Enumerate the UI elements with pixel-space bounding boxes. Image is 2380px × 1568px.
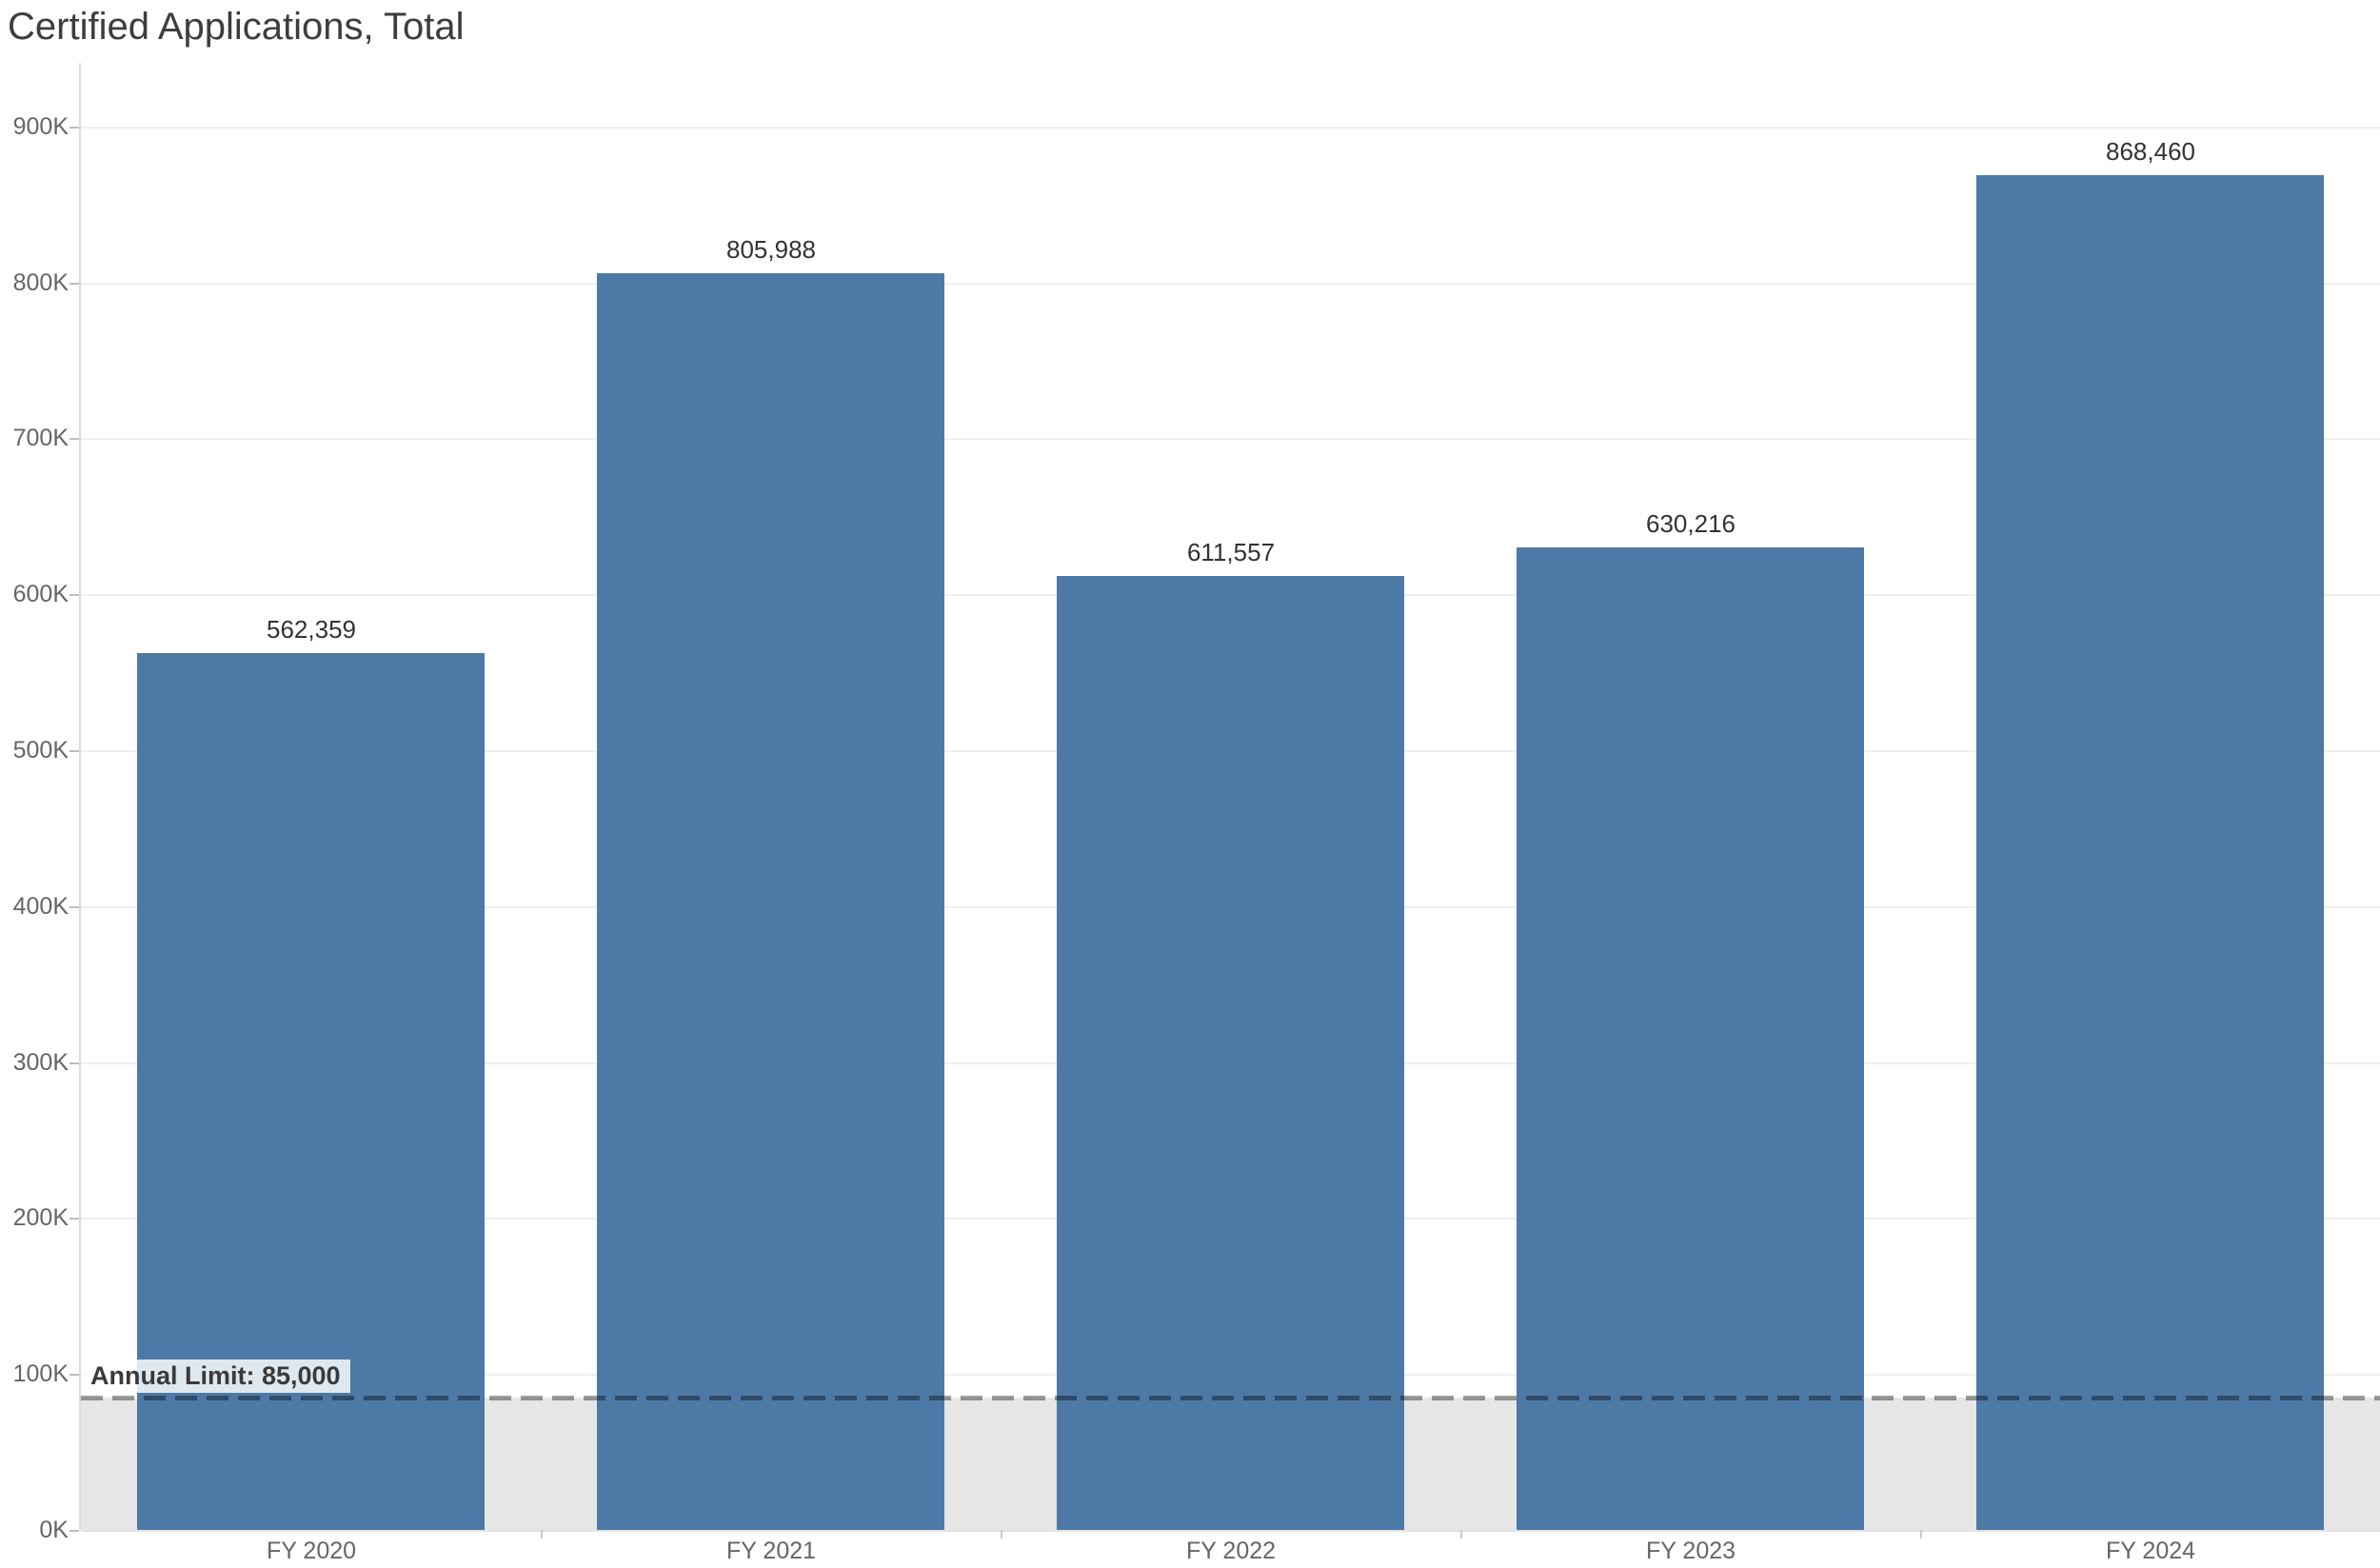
bar-fy-2024[interactable] — [1976, 175, 2324, 1530]
y-axis-tick-300k — [69, 1062, 79, 1064]
bar-fy-2023[interactable] — [1517, 547, 1864, 1530]
x-axis-line — [81, 1530, 2380, 1532]
x-axis-tick — [541, 1530, 543, 1538]
x-axis-label-fy-2022: FY 2022 — [1185, 1538, 1277, 1564]
y-axis-tick-200k — [69, 1218, 79, 1220]
y-axis-label-0k: 0K — [39, 1517, 69, 1543]
annual-limit-reference-line — [81, 1396, 2380, 1400]
chart-title: Certified Applications, Total — [8, 6, 465, 48]
y-axis-tick-600k — [69, 594, 79, 596]
y-axis-tick-900k — [69, 127, 79, 129]
bar-value-label-fy-2023: 630,216 — [1646, 509, 1735, 538]
x-axis-label-fy-2024: FY 2024 — [2105, 1538, 2196, 1564]
gridline-700k — [81, 438, 2380, 440]
bar-value-label-fy-2020: 562,359 — [267, 615, 356, 644]
x-axis-label-fy-2020: FY 2020 — [266, 1538, 357, 1564]
bar-value-label-fy-2024: 868,460 — [2106, 137, 2195, 166]
x-axis-tick — [1460, 1530, 1462, 1538]
y-axis-label-700k: 700K — [12, 425, 69, 451]
y-axis-line — [79, 63, 81, 1530]
gridline-800k — [81, 283, 2380, 285]
annual-limit-label: Annual Limit: 85,000 — [83, 1360, 350, 1393]
x-axis-label-fy-2021: FY 2021 — [725, 1538, 817, 1564]
y-axis-label-600k: 600K — [12, 581, 69, 607]
bar-fy-2021[interactable] — [597, 273, 944, 1530]
y-axis-label-200k: 200K — [12, 1204, 69, 1231]
y-axis-tick-400k — [69, 906, 79, 908]
bar-value-label-fy-2021: 805,988 — [726, 235, 816, 264]
x-axis-tick — [1920, 1530, 1922, 1538]
y-axis-label-400k: 400K — [12, 893, 69, 920]
y-axis-tick-100k — [69, 1374, 79, 1376]
bar-fy-2022[interactable] — [1057, 576, 1404, 1530]
x-axis-tick — [1001, 1530, 1002, 1538]
y-axis-label-900k: 900K — [12, 113, 69, 140]
gridline-900k — [81, 127, 2380, 129]
y-axis-tick-700k — [69, 438, 79, 440]
y-axis-tick-800k — [69, 283, 79, 285]
y-axis-label-800k: 800K — [12, 269, 69, 296]
x-axis-label-fy-2023: FY 2023 — [1645, 1538, 1736, 1564]
bar-value-label-fy-2022: 611,557 — [1186, 538, 1276, 566]
y-axis-tick-0k — [69, 1530, 79, 1532]
y-axis-label-500k: 500K — [12, 737, 69, 764]
y-axis-label-300k: 300K — [12, 1049, 69, 1076]
y-axis-label-100k: 100K — [12, 1360, 69, 1387]
y-axis-tick-500k — [69, 750, 79, 752]
